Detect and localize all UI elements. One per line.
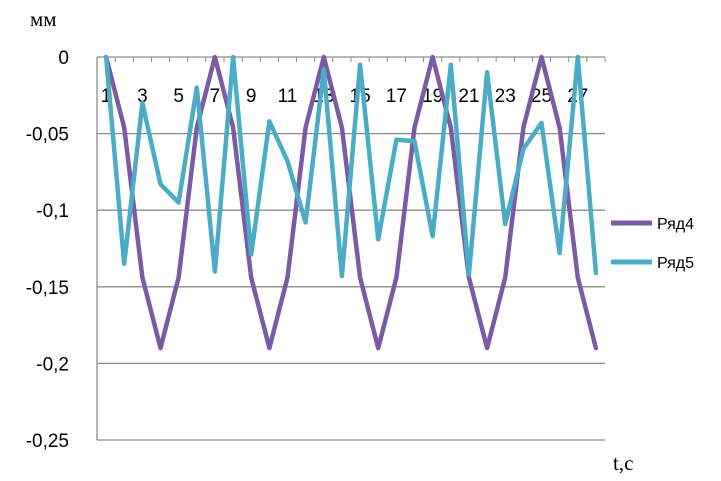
y-tick-labels: 0 -0,05 -0,1 -0,15 -0,2 -0,25 (26, 48, 69, 452)
legend-label: Ряд4 (657, 216, 694, 233)
x-tick-label: 27 (567, 86, 588, 107)
y-tick-label: -0,2 (36, 354, 69, 375)
x-tick-label: 7 (210, 86, 221, 107)
gridlines (97, 132, 605, 441)
x-tick-label: 23 (495, 86, 516, 107)
y-tick-label: -0,15 (26, 278, 69, 299)
y-tick-label: -0,05 (26, 125, 69, 146)
x-axis-title: t,с (613, 451, 633, 475)
y-tick-label: -0,1 (36, 201, 69, 222)
legend: Ряд4 Ряд5 (611, 216, 694, 272)
x-tick-label: 17 (386, 86, 407, 107)
series-line-2 (103, 54, 599, 279)
y-tick-label: -0,25 (26, 431, 69, 452)
x-tick-label: 25 (531, 86, 552, 107)
x-tick-label: 21 (458, 86, 479, 107)
legend-label: Ряд5 (657, 255, 694, 272)
x-tick-label: 5 (173, 86, 184, 107)
series-lines (103, 54, 599, 351)
axes (96, 56, 606, 440)
x-tick-labels: 1 3 5 7 9 11 13 15 17 19 21 23 25 27 (101, 86, 589, 107)
x-tick-label: 19 (422, 86, 443, 107)
x-tick-label: 1 (101, 86, 112, 107)
series-line-1 (103, 54, 599, 351)
y-axis-title: мм (30, 7, 57, 31)
x-tick-label: 9 (246, 86, 257, 107)
x-tick-label: 3 (137, 86, 148, 107)
y-tick-label: 0 (58, 48, 69, 69)
x-tick-label: 11 (278, 86, 298, 107)
